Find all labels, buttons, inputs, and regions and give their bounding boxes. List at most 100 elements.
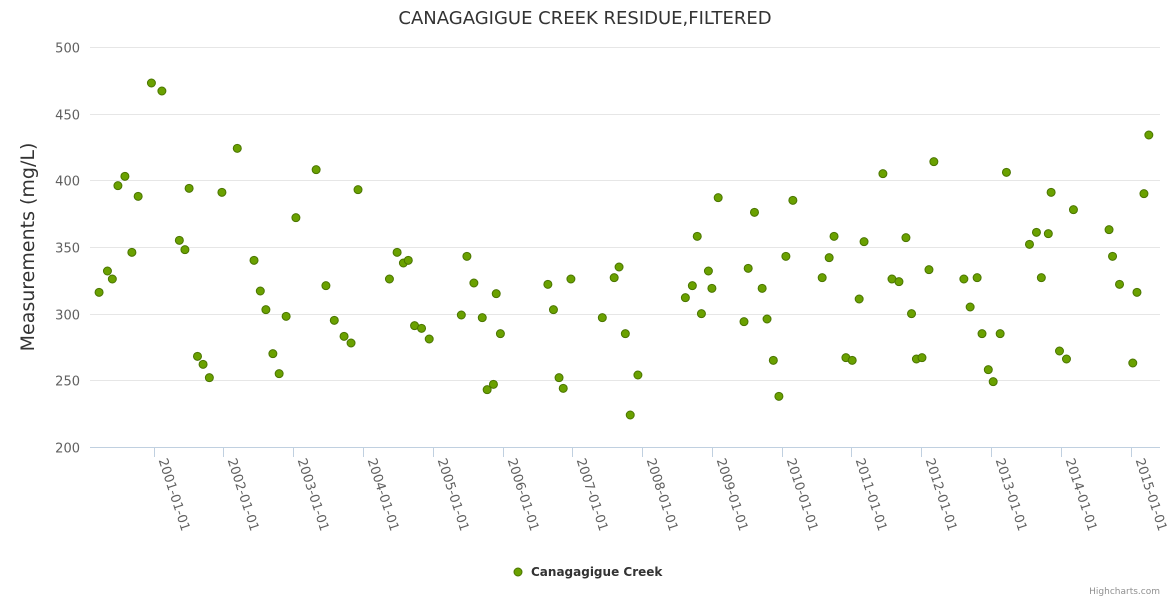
series-canagagigue-creek[interactable] (94, 78, 1154, 420)
data-point[interactable] (120, 171, 130, 181)
data-point[interactable] (625, 410, 635, 420)
data-point[interactable] (762, 314, 772, 324)
data-point[interactable] (1024, 239, 1034, 249)
data-point[interactable] (1115, 279, 1125, 289)
data-point[interactable] (249, 255, 259, 265)
data-point[interactable] (703, 266, 713, 276)
data-point[interactable] (983, 365, 993, 375)
data-point[interactable] (456, 310, 466, 320)
data-point[interactable] (184, 183, 194, 193)
data-point[interactable] (1046, 187, 1056, 197)
data-point[interactable] (768, 355, 778, 365)
data-point[interactable] (901, 233, 911, 243)
data-point[interactable] (847, 355, 857, 365)
data-point[interactable] (687, 281, 697, 291)
data-point[interactable] (268, 349, 278, 359)
data-point[interactable] (113, 181, 123, 191)
data-point[interactable] (261, 305, 271, 315)
data-point[interactable] (133, 191, 143, 201)
data-point[interactable] (1108, 251, 1118, 261)
data-point[interactable] (707, 283, 717, 293)
data-point[interactable] (597, 313, 607, 323)
data-point[interactable] (929, 157, 939, 167)
data-point[interactable] (1054, 346, 1064, 356)
data-point[interactable] (680, 293, 690, 303)
data-point[interactable] (1139, 189, 1149, 199)
data-point[interactable] (907, 309, 917, 319)
data-point[interactable] (757, 283, 767, 293)
data-point[interactable] (462, 251, 472, 261)
data-point[interactable] (995, 329, 1005, 339)
data-point[interactable] (495, 329, 505, 339)
data-point[interactable] (339, 331, 349, 341)
data-point[interactable] (1036, 273, 1046, 283)
data-point[interactable] (713, 193, 723, 203)
data-point[interactable] (146, 78, 156, 88)
data-point[interactable] (329, 315, 339, 325)
data-point[interactable] (788, 195, 798, 205)
data-point[interactable] (543, 279, 553, 289)
data-point[interactable] (959, 274, 969, 284)
data-point[interactable] (1061, 354, 1071, 364)
data-point[interactable] (1031, 227, 1041, 237)
data-point[interactable] (217, 187, 227, 197)
data-point[interactable] (917, 353, 927, 363)
data-point[interactable] (102, 266, 112, 276)
data-point[interactable] (255, 286, 265, 296)
data-point[interactable] (353, 185, 363, 195)
data-point[interactable] (198, 359, 208, 369)
data-point[interactable] (1128, 358, 1138, 368)
data-point[interactable] (749, 207, 759, 217)
data-point[interactable] (739, 317, 749, 327)
data-point[interactable] (558, 383, 568, 393)
data-point[interactable] (829, 231, 839, 241)
data-point[interactable] (477, 313, 487, 323)
data-point[interactable] (1104, 225, 1114, 235)
data-point[interactable] (321, 281, 331, 291)
data-point[interactable] (854, 294, 864, 304)
data-point[interactable] (743, 263, 753, 273)
data-point[interactable] (482, 385, 492, 395)
data-point[interactable] (392, 247, 402, 257)
data-point[interactable] (403, 255, 413, 265)
data-point[interactable] (633, 370, 643, 380)
data-point[interactable] (488, 379, 498, 389)
data-point[interactable] (554, 373, 564, 383)
data-point[interactable] (824, 253, 834, 263)
data-point[interactable] (192, 351, 202, 361)
data-point[interactable] (311, 165, 321, 175)
data-point[interactable] (291, 213, 301, 223)
data-point[interactable] (692, 231, 702, 241)
data-point[interactable] (107, 274, 117, 284)
data-point[interactable] (817, 273, 827, 283)
data-point[interactable] (157, 86, 167, 96)
data-point[interactable] (94, 287, 104, 297)
data-point[interactable] (174, 235, 184, 245)
data-point[interactable] (977, 329, 987, 339)
data-point[interactable] (965, 302, 975, 312)
data-point[interactable] (774, 391, 784, 401)
data-point[interactable] (696, 309, 706, 319)
data-point[interactable] (614, 262, 624, 272)
data-point[interactable] (781, 251, 791, 261)
data-point[interactable] (878, 169, 888, 179)
data-point[interactable] (346, 338, 356, 348)
data-point[interactable] (491, 289, 501, 299)
data-point[interactable] (859, 237, 869, 247)
data-point[interactable] (1001, 167, 1011, 177)
data-point[interactable] (609, 273, 619, 283)
data-point[interactable] (1144, 130, 1154, 140)
data-point[interactable] (232, 143, 242, 153)
data-point[interactable] (548, 305, 558, 315)
data-point[interactable] (180, 245, 190, 255)
data-point[interactable] (894, 277, 904, 287)
data-point[interactable] (384, 274, 394, 284)
data-point[interactable] (972, 273, 982, 283)
data-point[interactable] (469, 278, 479, 288)
data-point[interactable] (424, 334, 434, 344)
data-point[interactable] (1068, 205, 1078, 215)
data-point[interactable] (127, 247, 137, 257)
data-point[interactable] (620, 329, 630, 339)
data-point[interactable] (566, 274, 576, 284)
data-point[interactable] (281, 311, 291, 321)
